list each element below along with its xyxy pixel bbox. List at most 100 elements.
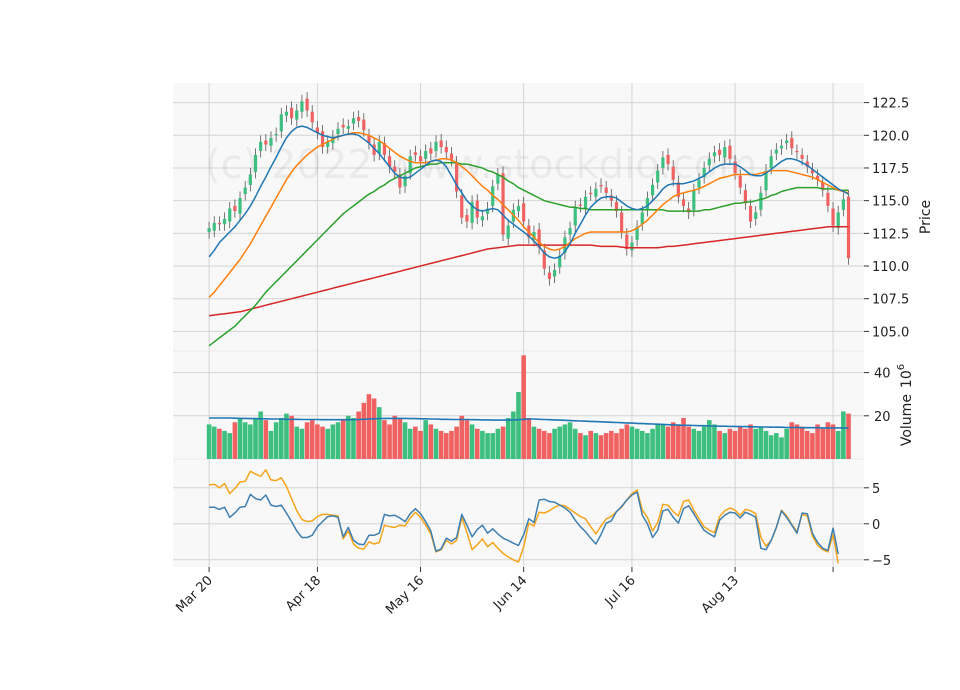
volume-bar xyxy=(423,420,428,459)
candle-body xyxy=(217,222,222,225)
candle-body xyxy=(253,154,258,172)
volume-bar xyxy=(294,426,300,459)
volume-bar xyxy=(541,430,547,459)
volume-bar xyxy=(304,422,310,459)
candle-body xyxy=(769,156,773,168)
osc-tick-label: −5 xyxy=(872,554,891,569)
candle-body xyxy=(351,118,356,124)
candle-body xyxy=(362,119,366,131)
candle-body xyxy=(764,170,768,191)
volume-bar xyxy=(361,402,367,459)
volume-bar xyxy=(815,424,820,459)
candle-body xyxy=(542,250,546,269)
price-tick-label: 120.0 xyxy=(872,129,909,144)
candle-body xyxy=(604,187,608,193)
volume-bar xyxy=(320,426,325,459)
candle-body xyxy=(465,215,469,222)
candle-body xyxy=(826,192,830,206)
volume-tick-label: 40 xyxy=(874,367,891,382)
candle-body xyxy=(707,158,711,166)
volume-bar xyxy=(629,426,635,459)
volume-bar xyxy=(846,413,851,459)
volume-bar xyxy=(346,415,351,459)
volume-bar xyxy=(485,433,490,459)
candle-body xyxy=(259,141,263,151)
candle-body xyxy=(522,203,526,222)
candle-body xyxy=(681,199,686,206)
volume-bar xyxy=(578,433,583,459)
volume-bar xyxy=(418,430,423,459)
volume-bar xyxy=(242,422,248,459)
candle-body xyxy=(846,196,851,259)
candle-body xyxy=(532,232,536,240)
volume-bar xyxy=(655,424,661,459)
volume-bar xyxy=(366,394,372,459)
volume-bar xyxy=(232,422,238,459)
volume-bar xyxy=(768,435,774,459)
candle-body xyxy=(733,161,737,174)
candle-body xyxy=(831,208,835,226)
osc-tick-label: 0 xyxy=(872,518,880,533)
volume-bar xyxy=(480,430,485,459)
volume-bar xyxy=(299,428,305,459)
candle-body xyxy=(552,269,557,277)
volume-bar xyxy=(413,426,418,459)
candle-body xyxy=(774,149,778,154)
candle-body xyxy=(759,192,763,210)
volume-bar xyxy=(325,428,331,459)
candle-body xyxy=(589,192,593,195)
x-tick-label: Jul 16 xyxy=(602,573,639,610)
price-axis-label: Price xyxy=(918,200,934,234)
volume-bar xyxy=(464,420,470,459)
volume-bar xyxy=(763,430,769,459)
candle-body xyxy=(630,242,634,251)
candle-body xyxy=(666,154,670,165)
candle-body xyxy=(568,228,572,235)
candle-body xyxy=(315,127,319,133)
candle-body xyxy=(558,255,562,268)
candle-body xyxy=(671,166,675,180)
candle-body xyxy=(444,147,448,153)
candle-body xyxy=(455,162,459,192)
ma-mid-line xyxy=(208,131,849,298)
x-tick-label: May 16 xyxy=(383,573,427,617)
volume-bar xyxy=(732,430,738,459)
candle-body xyxy=(676,182,680,197)
volume-bar xyxy=(598,435,604,459)
volume-bar xyxy=(382,420,387,459)
price-tick-label: 110.0 xyxy=(872,260,909,275)
volume-bar xyxy=(222,430,227,459)
volume-bar xyxy=(536,428,542,459)
candle-body xyxy=(697,179,701,188)
volume-bar xyxy=(562,424,568,459)
ma-slow-line xyxy=(208,161,849,347)
volume-bar xyxy=(696,430,702,459)
candle-body xyxy=(439,140,443,148)
volume-bar xyxy=(474,428,480,459)
volume-bar xyxy=(712,424,717,459)
volume-bar xyxy=(454,426,459,459)
candle-body xyxy=(310,111,314,123)
candle-body xyxy=(640,212,644,225)
x-tick-label: Mar 20 xyxy=(173,573,216,616)
candle-body xyxy=(790,137,794,149)
candle-body xyxy=(248,174,252,185)
candle-body xyxy=(377,141,381,154)
candle-body xyxy=(434,141,438,151)
volume-bar xyxy=(505,417,511,459)
volume-bar xyxy=(593,433,599,459)
candle-body xyxy=(413,152,417,155)
volume-bar xyxy=(351,417,356,459)
volume-bar xyxy=(495,428,501,459)
candle-body xyxy=(718,149,722,155)
volume-bar xyxy=(315,424,320,459)
candle-body xyxy=(357,116,361,121)
volume-bar xyxy=(340,420,346,459)
candle-body xyxy=(821,182,825,191)
candle-body xyxy=(599,184,603,187)
ma-fast-line xyxy=(208,125,849,259)
candle-body xyxy=(429,148,433,154)
volume-bar xyxy=(521,355,526,459)
candle-body xyxy=(269,137,273,146)
volume-bar xyxy=(449,430,454,459)
